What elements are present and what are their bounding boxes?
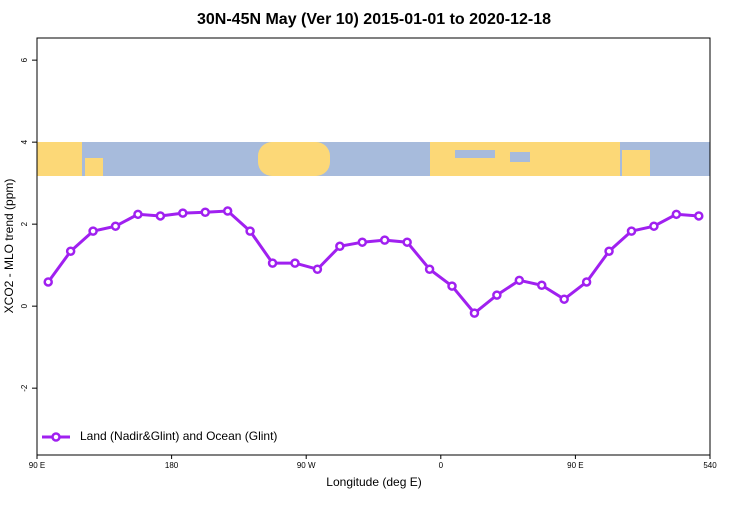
point	[335, 241, 345, 252]
point	[290, 258, 300, 268]
point	[581, 277, 592, 287]
point	[88, 226, 98, 236]
point	[267, 258, 278, 268]
plot-frame	[36, 37, 711, 456]
y-tick-label: 2	[20, 221, 29, 226]
point	[649, 221, 659, 231]
point	[604, 246, 614, 256]
point	[492, 290, 502, 300]
y-tick-label: 4	[20, 139, 29, 144]
point	[537, 280, 547, 290]
y-tick-label: 6	[20, 57, 29, 62]
point	[402, 237, 412, 247]
y-tick-label: 0	[20, 303, 29, 308]
x-tick-label: 90 E	[29, 461, 45, 470]
point	[222, 206, 233, 216]
point	[178, 208, 188, 218]
point	[379, 235, 390, 245]
point	[514, 275, 525, 286]
line	[47, 209, 699, 316]
y-axis-label: XCO2 - MLO trend (ppm)	[2, 179, 16, 314]
x-tick-label: 90 E	[567, 461, 583, 470]
legend-label: Land (Nadir&Glint) and Ocean (Glint)	[80, 429, 277, 443]
x-tick-label: 0	[439, 461, 444, 470]
point	[694, 211, 704, 221]
point	[200, 207, 210, 218]
point	[245, 226, 255, 236]
x-tick-label: 540	[703, 461, 717, 470]
point	[671, 209, 682, 220]
point	[43, 277, 53, 287]
y-tick-label: -2	[20, 384, 29, 392]
map-strip	[37, 142, 710, 176]
point	[65, 246, 76, 256]
chart-title: 30N-45N May (Ver 10) 2015-01-01 to 2020-…	[197, 11, 551, 28]
point	[626, 226, 637, 236]
point	[424, 264, 435, 275]
x-tick-label: 90 W	[297, 461, 316, 470]
point	[447, 281, 457, 291]
point	[155, 211, 166, 221]
point	[469, 308, 480, 318]
x-axis-label: Longitude (deg E)	[326, 475, 421, 489]
point	[357, 237, 368, 247]
point	[559, 294, 569, 304]
point	[133, 209, 143, 220]
point	[110, 221, 121, 231]
point	[312, 264, 323, 275]
x-tick-label: 180	[165, 461, 179, 470]
legend-marker	[51, 432, 61, 442]
